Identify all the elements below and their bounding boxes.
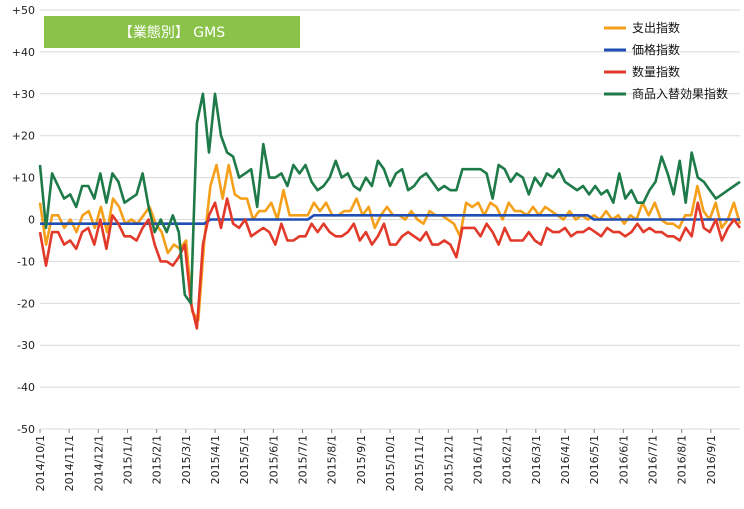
x-tick-label: 2015/12/1 xyxy=(442,435,455,491)
x-tick-label: 2016/3/1 xyxy=(530,435,543,484)
x-tick-label: 2014/10/1 xyxy=(34,435,47,491)
legend-label-0: 支出指数 xyxy=(632,20,680,35)
x-tick-label: 2016/5/1 xyxy=(588,435,601,484)
x-tick-label: 2016/2/1 xyxy=(501,435,514,484)
y-tick-label: 0 xyxy=(28,214,35,227)
x-tick-label: 2016/8/1 xyxy=(676,435,689,484)
legend-label-1: 価格指数 xyxy=(632,42,680,57)
y-tick-label: +40 xyxy=(12,46,35,59)
series-line-2 xyxy=(38,197,742,330)
x-tick-label: 2015/1/1 xyxy=(122,435,135,484)
y-tick-label: -20 xyxy=(17,297,35,310)
x-tick-label: 2015/11/1 xyxy=(413,435,426,491)
x-tick-label: 2015/8/1 xyxy=(326,435,339,484)
y-tick-label: +10 xyxy=(12,172,35,185)
y-tick-label: -10 xyxy=(17,255,35,268)
x-tick-label: 2014/12/1 xyxy=(92,435,105,491)
x-tick-label: 2016/6/1 xyxy=(617,435,630,484)
series-line-1 xyxy=(40,214,740,225)
chart-title: 【業態別】 GMS xyxy=(119,25,225,41)
chart-title-box: 【業態別】 GMS xyxy=(44,16,300,48)
x-tick-label: 2015/3/1 xyxy=(180,435,193,484)
x-tick-label: 2016/4/1 xyxy=(559,435,572,484)
x-tick-label: 2015/7/1 xyxy=(297,435,310,484)
x-tick-label: 2015/9/1 xyxy=(355,435,368,484)
x-tick-label: 2016/9/1 xyxy=(705,435,718,484)
y-axis: +50 +40 +30 +20 +10 0 -10 -20 -30 -40 -50 xyxy=(12,4,35,436)
series-lines xyxy=(38,92,742,330)
y-tick-label: -50 xyxy=(17,423,35,436)
x-tick-label: 2015/10/1 xyxy=(384,435,397,491)
x-tick-label: 2014/11/1 xyxy=(63,435,76,491)
y-tick-label: +50 xyxy=(12,4,35,17)
x-tick-label: 2015/4/1 xyxy=(209,435,222,484)
x-tick-label: 2015/6/1 xyxy=(267,435,280,484)
legend-label-2: 数量指数 xyxy=(632,64,680,79)
y-tick-label: -40 xyxy=(17,381,35,394)
x-tick-label: 2016/7/1 xyxy=(647,435,660,484)
y-tick-label: +20 xyxy=(12,130,35,143)
y-tick-label: +30 xyxy=(12,88,35,101)
x-tick-label: 2015/2/1 xyxy=(151,435,164,484)
x-tick-label: 2015/5/1 xyxy=(238,435,251,484)
title-box-background xyxy=(44,16,300,48)
y-tick-label: -30 xyxy=(17,339,35,352)
x-tick-label: 2016/1/1 xyxy=(472,435,485,484)
x-axis: 2014/10/1 2014/11/1 2014/12/1 2015/1/1 2015/… xyxy=(34,429,718,491)
series-line-3 xyxy=(38,92,741,305)
legend-label-3: 商品入替効果指数 xyxy=(632,86,728,101)
